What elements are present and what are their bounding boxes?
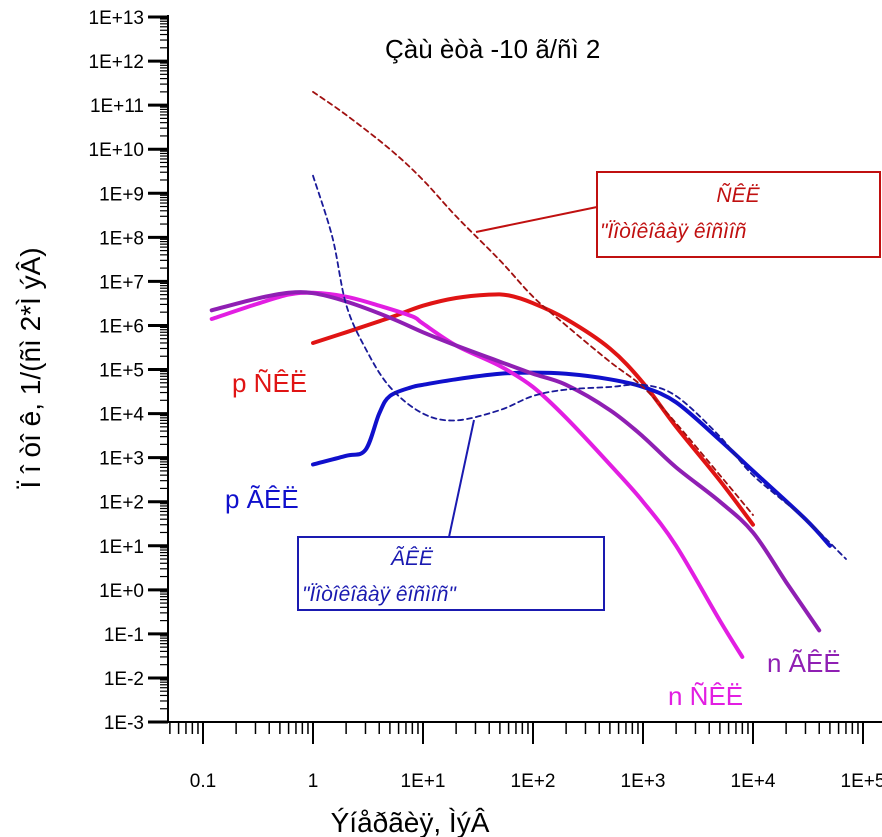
y-tick-label: 1E+7 [99, 272, 144, 293]
y-tick-label: 1E-3 [104, 713, 144, 734]
series-p-scr-line [311, 292, 755, 527]
x-tick-label: 1E+4 [731, 771, 776, 792]
y-tick-label: 1E-2 [104, 669, 144, 690]
x-axis-title: Ýíåðãèÿ, ÌýÂ [331, 807, 490, 837]
y-tick-label: 1E+6 [99, 316, 144, 337]
y-tick-label: 1E+8 [99, 228, 144, 249]
series-scr-model-line [312, 91, 754, 516]
scr-box-pointer [475, 206, 598, 233]
y-tick-label: 1E+2 [99, 493, 144, 514]
label-n-scr: n ÑÊË [668, 681, 743, 711]
y-tick-label: 1E+3 [99, 449, 144, 470]
y-axis-title: Ï î òî ê, 1/(ñì 2*Ì ýÂ) [15, 247, 46, 488]
axes: 1E+131E+121E+111E+101E+91E+81E+71E+61E+5… [89, 8, 882, 792]
y-tick-label: 1E+12 [89, 52, 144, 73]
series-n-gcr-line [209, 290, 822, 633]
x-tick-label: 1E+5 [841, 771, 882, 792]
y-tick-label: 1E+0 [99, 581, 144, 602]
x-tick-label: 1E+1 [401, 771, 446, 792]
label-p-scr: p ÑÊË [232, 368, 307, 398]
y-tick-label: 1E+13 [89, 8, 144, 29]
x-tick-label: 1 [308, 771, 319, 792]
chart-title: Çàù èòà -10 ã/ñì 2 [385, 34, 600, 64]
y-tick-label: 1E+9 [99, 184, 144, 205]
y-tick-label: 1E+5 [99, 361, 144, 382]
y-tick-label: 1E+10 [89, 140, 144, 161]
gcr-model-box-title: ÃÊË [390, 546, 434, 570]
x-tick-label: 1E+3 [621, 771, 666, 792]
gcr-box-pointer [448, 419, 475, 538]
y-tick-label: 1E-1 [104, 625, 144, 646]
series-lines [209, 91, 847, 659]
label-n-gcr: n ÃÊË [767, 648, 841, 678]
x-tick-label: 0.1 [190, 771, 216, 792]
scr-model-box [596, 171, 881, 258]
y-tick-label: 1E+1 [99, 537, 144, 558]
label-p-gcr: p ÃÊË [225, 484, 299, 514]
scr-model-box-subtitle: "Ïîòîêîâàÿ êîñìîñ [600, 220, 747, 243]
x-tick-label: 1E+2 [511, 771, 556, 792]
gcr-model-box-subtitle: "Ïîòîêîâàÿ êîñìîñ" [302, 583, 457, 606]
scr-model-box-title: ÑÊË [716, 183, 760, 207]
y-tick-label: 1E+11 [90, 96, 144, 117]
gcr-model-box [297, 536, 605, 611]
y-tick-label: 1E+4 [99, 405, 144, 426]
series-p-gcr-line [311, 370, 832, 548]
